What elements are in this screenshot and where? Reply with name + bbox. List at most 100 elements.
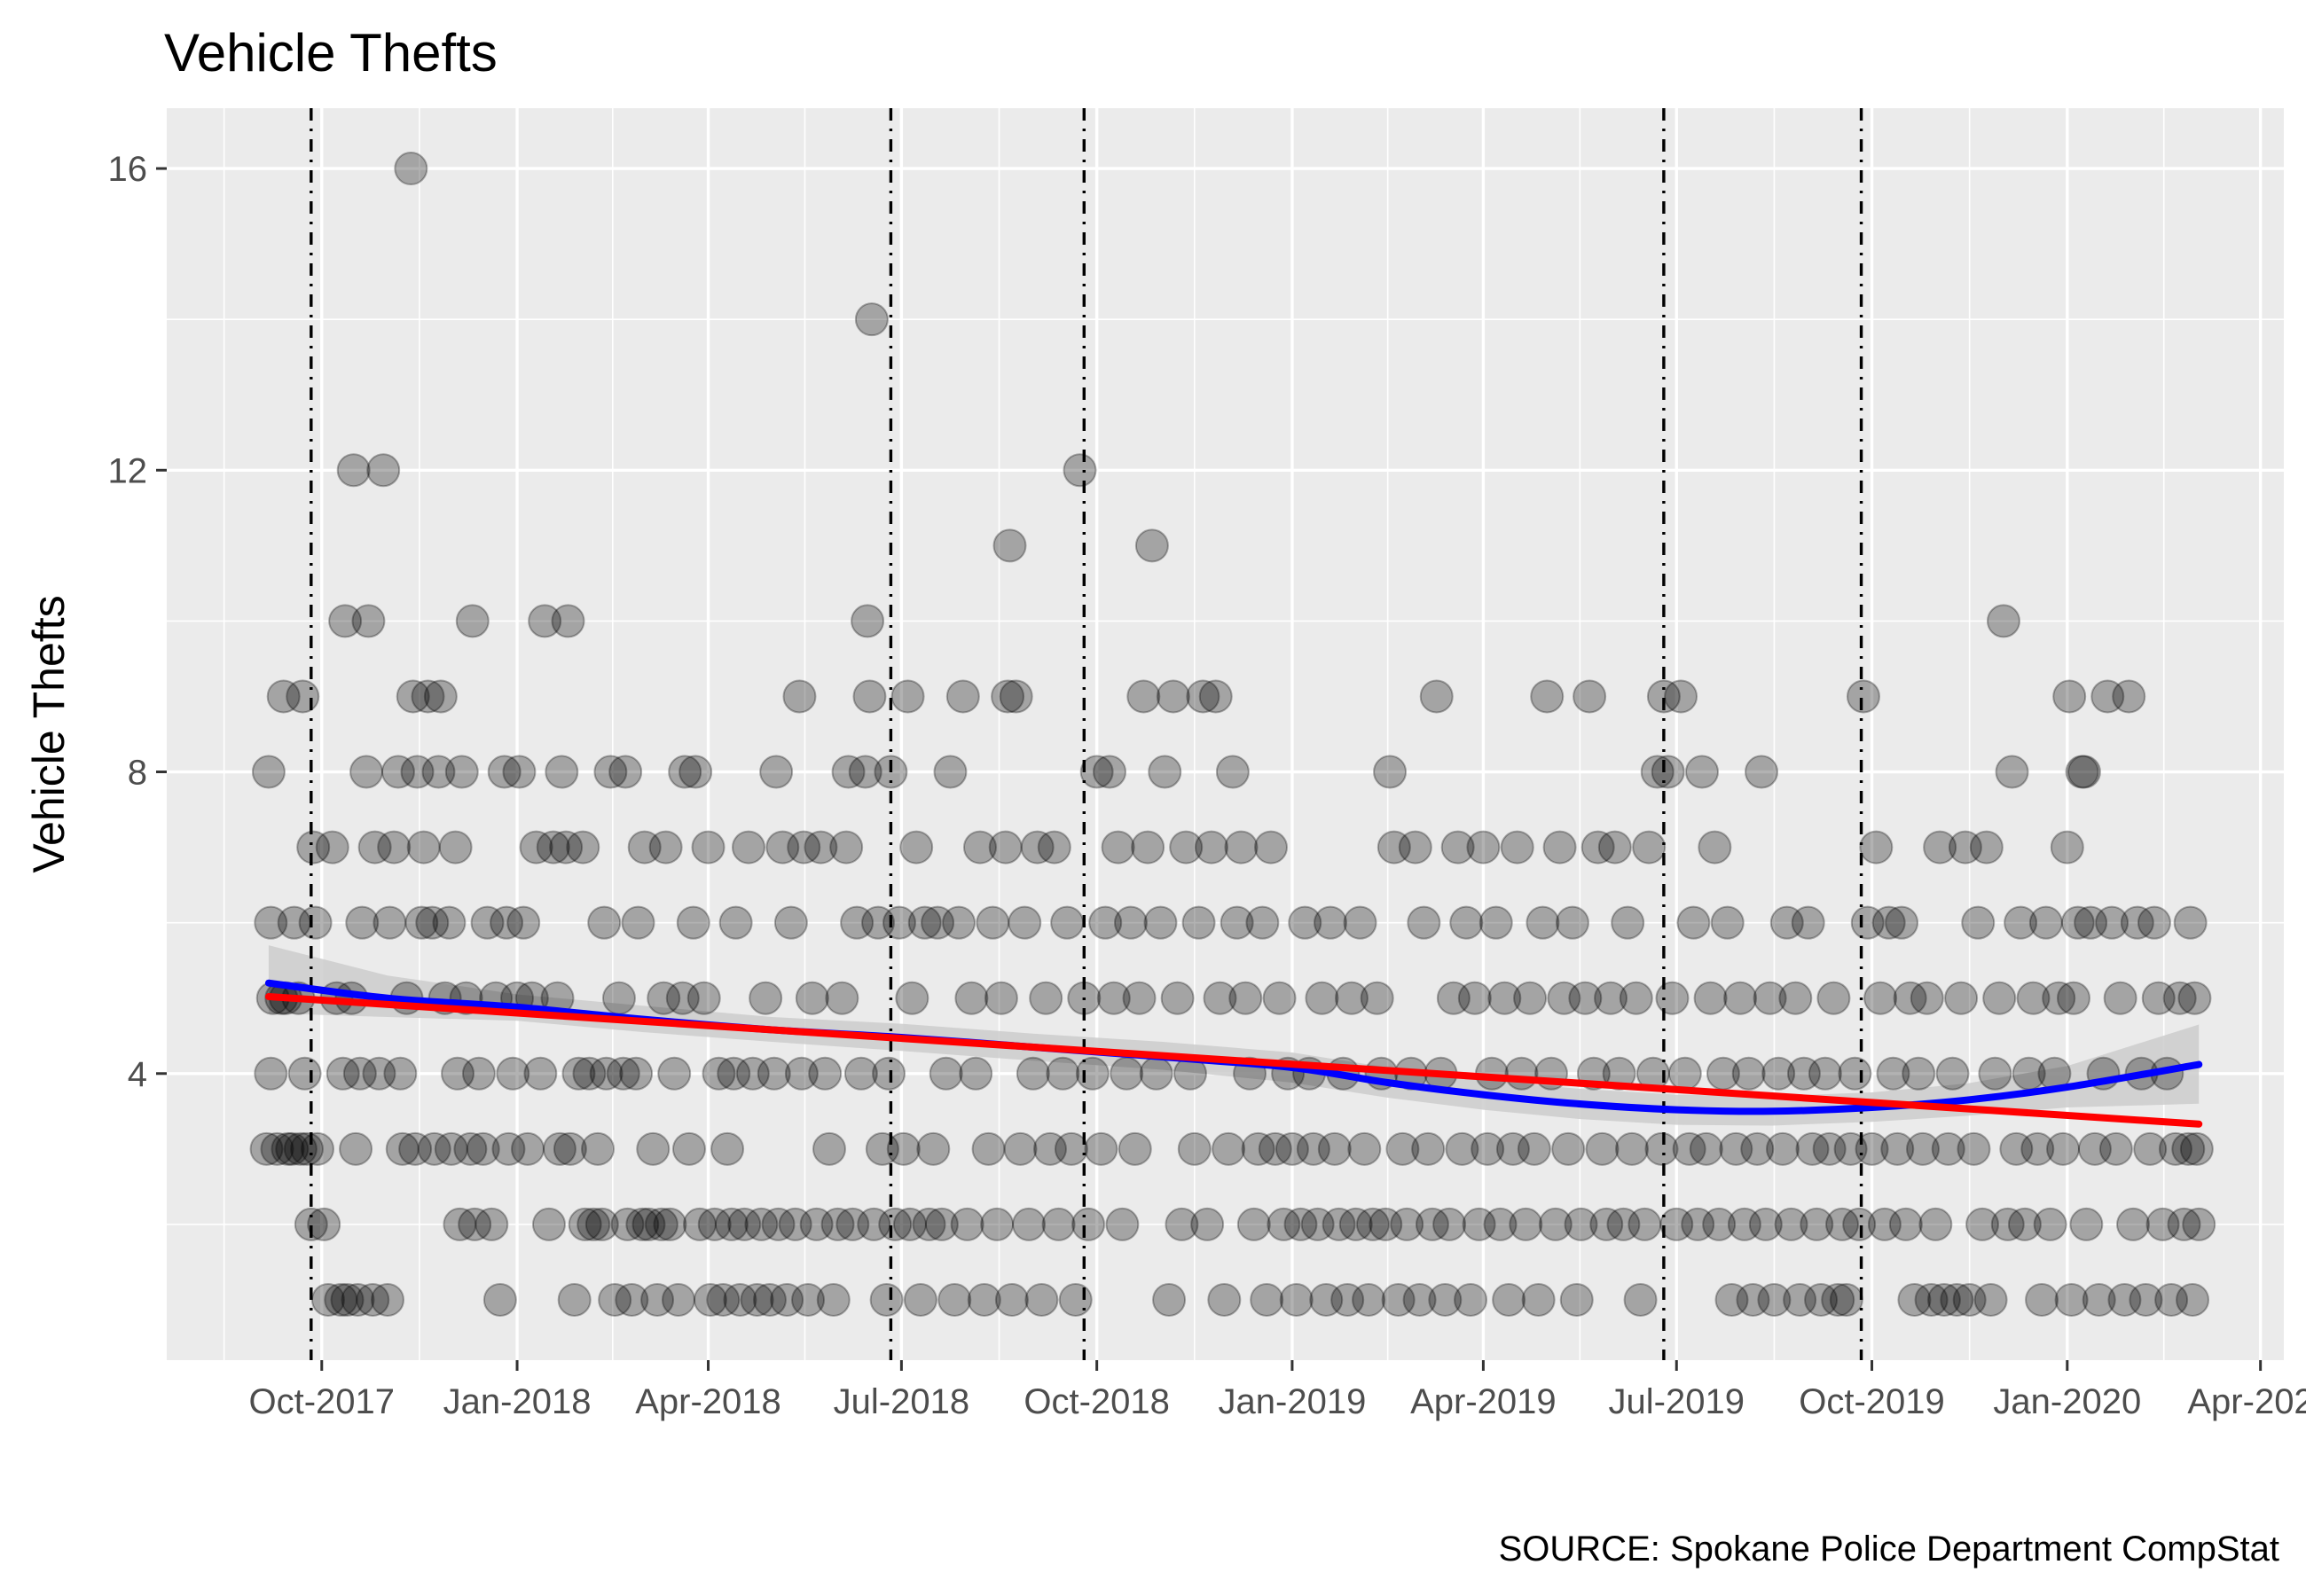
x-tick-label: Jan-2019 xyxy=(1219,1382,1367,1421)
data-point xyxy=(1241,1131,1275,1166)
data-point xyxy=(976,905,1010,940)
data-point xyxy=(2052,679,2087,714)
data-point xyxy=(2177,981,2212,1015)
data-point xyxy=(1905,1131,1940,1166)
data-point xyxy=(1538,1207,1573,1241)
data-point xyxy=(1719,1131,1753,1166)
data-point xyxy=(2098,1131,2133,1166)
data-point xyxy=(1220,905,1254,940)
data-point xyxy=(945,679,980,714)
data-point xyxy=(816,1282,851,1317)
data-point xyxy=(1940,1282,1974,1317)
data-point xyxy=(744,1207,779,1241)
data-point xyxy=(2074,905,2108,940)
data-point xyxy=(1672,1131,1706,1166)
data-point xyxy=(1309,1282,1344,1317)
data-point xyxy=(1495,1131,1530,1166)
data-point xyxy=(271,1131,305,1166)
data-point xyxy=(2112,679,2146,714)
data-point xyxy=(835,1207,870,1241)
data-point xyxy=(999,679,1033,714)
data-point xyxy=(1702,1207,1737,1241)
data-point xyxy=(2095,905,2130,940)
data-point xyxy=(1360,981,1394,1015)
data-point xyxy=(840,905,875,940)
data-point xyxy=(1838,1056,1872,1091)
data-point xyxy=(1842,1207,1877,1241)
trend-lines xyxy=(264,979,2203,1128)
data-point xyxy=(759,755,794,789)
data-point xyxy=(1279,1282,1314,1317)
data-point xyxy=(1352,1282,1386,1317)
data-point xyxy=(761,1207,796,1241)
data-point xyxy=(1118,1131,1152,1166)
data-point xyxy=(589,1056,624,1091)
data-point xyxy=(691,830,726,864)
data-point xyxy=(1471,1131,1505,1166)
data-point xyxy=(1385,1131,1420,1166)
data-point xyxy=(1885,905,1919,940)
data-point xyxy=(636,1131,671,1166)
data-point xyxy=(1203,981,1237,1015)
data-point xyxy=(787,830,821,864)
data-point xyxy=(1224,830,1259,864)
data-point xyxy=(576,1207,611,1241)
data-point xyxy=(1165,1207,1199,1241)
data-point xyxy=(2179,1131,2214,1166)
data-point xyxy=(890,679,925,714)
data-point xyxy=(260,1131,294,1166)
data-point xyxy=(1723,981,1758,1015)
data-point xyxy=(1139,1056,1173,1091)
data-point xyxy=(1800,1207,1834,1241)
data-point xyxy=(869,1282,904,1317)
data-point xyxy=(1236,1207,1271,1241)
data-point xyxy=(899,830,934,864)
data-point xyxy=(1457,981,1492,1015)
data-point xyxy=(1041,1207,1076,1241)
data-point xyxy=(1727,1207,1761,1241)
data-point xyxy=(2056,981,2090,1015)
data-point xyxy=(727,1207,762,1241)
axes: Oct-2017 Jan-2018 Apr-2018 Jul-2018 Oct-2018… xyxy=(108,150,2306,1421)
data-point xyxy=(1212,1131,1246,1166)
data-point xyxy=(1250,1282,1284,1317)
data-point xyxy=(1812,1131,1847,1166)
data-point xyxy=(1897,1282,1932,1317)
data-point xyxy=(511,1131,545,1166)
data-point xyxy=(980,1207,1015,1241)
data-point xyxy=(336,453,371,488)
data-point xyxy=(415,905,450,940)
data-point xyxy=(874,755,908,789)
data-point xyxy=(1258,1131,1292,1166)
data-point xyxy=(1288,905,1322,940)
data-point xyxy=(808,1056,843,1091)
data-point xyxy=(1681,1207,1715,1241)
x-tick-label: Apr-2020 xyxy=(2187,1382,2306,1421)
data-point xyxy=(1821,1282,1855,1317)
data-point xyxy=(404,905,439,940)
data-point xyxy=(487,755,522,789)
data-point xyxy=(717,1056,751,1091)
data-point xyxy=(1816,981,1851,1015)
data-point xyxy=(491,1131,526,1166)
data-point xyxy=(1079,755,1114,789)
data-point xyxy=(1016,1056,1050,1091)
data-point xyxy=(1667,1056,1702,1091)
data-point xyxy=(1910,981,1944,1015)
data-point xyxy=(2016,981,2051,1015)
data-point xyxy=(294,1207,328,1241)
data-point xyxy=(549,830,584,864)
data-point xyxy=(1684,755,1719,789)
data-point xyxy=(1024,1282,1059,1317)
data-point xyxy=(773,905,808,940)
data-point xyxy=(784,1056,819,1091)
data-point xyxy=(2054,1282,2089,1317)
data-point xyxy=(1978,1056,2012,1091)
data-point xyxy=(1867,1207,1902,1241)
data-point xyxy=(441,1056,475,1091)
data-point xyxy=(434,1131,468,1166)
data-point xyxy=(1893,981,1927,1015)
data-point xyxy=(2182,1207,2216,1241)
data-point xyxy=(732,830,766,864)
data-point xyxy=(581,1131,616,1166)
